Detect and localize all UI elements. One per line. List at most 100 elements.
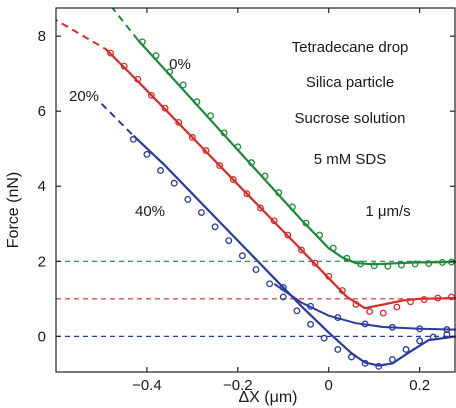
data-point-20pct: [352, 301, 360, 308]
data-point-20pct: [298, 246, 305, 254]
lower-branch-line: [273, 282, 456, 331]
data-point-20pct: [338, 287, 346, 295]
extrapolation-40pct: [100, 102, 135, 137]
lower-branch-point: [388, 323, 396, 331]
annotation-tetradecane: Tetradecane drop: [292, 39, 409, 56]
data-point-40pct: [157, 167, 164, 174]
data-point-40pct: [266, 280, 274, 288]
data-point-0pct: [261, 172, 269, 180]
lower-branch-point: [279, 284, 287, 292]
x-tick-label: 0.2: [409, 377, 430, 394]
data-point-40pct: [429, 333, 437, 341]
data-point-0pct: [152, 52, 160, 60]
y-tick-label: 8: [38, 28, 46, 45]
data-point-20pct: [202, 147, 210, 155]
data-point-20pct: [270, 217, 278, 225]
chart-texts: Force (nN) ΔX (μm) Tetradecane drop Sili…: [5, 39, 411, 406]
data-point-40pct: [348, 353, 355, 361]
data-point-40pct: [184, 195, 192, 203]
data-point-20pct: [148, 91, 155, 99]
data-point-20pct: [161, 104, 169, 112]
data-point-40pct: [225, 237, 233, 245]
data-point-0pct: [357, 260, 364, 268]
data-point-0pct: [425, 260, 433, 268]
data-point-20pct: [311, 259, 319, 267]
plot-content: [56, 8, 456, 370]
data-point-20pct: [175, 119, 183, 126]
data-point-40pct: [170, 179, 178, 187]
data-point-0pct: [207, 112, 214, 120]
data-point-20pct: [366, 308, 374, 316]
data-point-20pct: [393, 303, 401, 311]
data-point-40pct: [238, 252, 246, 260]
data-point-40pct: [402, 346, 410, 353]
data-point-20pct: [107, 49, 114, 57]
data-point-40pct: [416, 337, 424, 345]
data-point-0pct: [448, 258, 455, 266]
series-label-20pct: 20%: [69, 88, 99, 105]
series-label-0pct: 0%: [169, 56, 191, 73]
plot-area: [56, 8, 456, 370]
fit-line-40pct: [132, 134, 456, 367]
annotation-speed: 1 μm/s: [365, 203, 410, 220]
data-point-0pct: [343, 254, 351, 262]
axis-ticks: −0.4 −0.2 0 0.2 0 2 4 6 8: [38, 8, 455, 394]
lower-branch-point: [334, 314, 342, 322]
data-point-0pct: [302, 219, 310, 227]
data-point-0pct: [438, 258, 446, 266]
data-point-40pct: [443, 331, 451, 338]
series-label-40pct: 40%: [135, 203, 165, 220]
data-point-0pct: [220, 129, 228, 137]
data-point-0pct: [138, 38, 146, 46]
axes-frame: [55, 7, 456, 373]
data-point-20pct: [257, 204, 264, 212]
data-point-40pct: [388, 356, 396, 364]
lower-branch-point: [307, 302, 314, 310]
data-point-0pct: [370, 262, 378, 270]
data-point-20pct: [284, 231, 292, 239]
x-tick-label: −0.2: [223, 377, 253, 394]
data-point-40pct: [198, 209, 205, 216]
extrapolation-20pct: [56, 18, 107, 51]
data-point-0pct: [248, 159, 255, 167]
data-point-20pct: [188, 134, 196, 141]
data-point-20pct: [120, 62, 128, 70]
annotation-sds: 5 mM SDS: [314, 151, 387, 168]
data-point-0pct: [411, 260, 419, 268]
data-point-40pct: [252, 266, 260, 274]
data-point-20pct: [134, 75, 142, 83]
data-point-40pct: [307, 320, 314, 328]
data-point-40pct: [361, 359, 369, 367]
data-point-0pct: [398, 261, 405, 269]
fit-line-0pct: [136, 39, 456, 266]
lower-branch-point: [443, 326, 451, 334]
fit-line-20pct: [105, 48, 456, 310]
data-point-40pct: [211, 223, 219, 231]
data-point-0pct: [275, 189, 283, 197]
lower-branch-point: [361, 320, 369, 328]
y-axis-label: Force (nN): [5, 172, 22, 248]
data-point-20pct: [243, 190, 251, 198]
data-point-20pct: [229, 176, 237, 183]
data-point-0pct: [288, 203, 296, 211]
y-tick-label: 6: [38, 103, 46, 120]
y-tick-label: 4: [38, 178, 46, 195]
data-point-0pct: [166, 68, 174, 76]
data-point-40pct: [279, 293, 287, 301]
y-tick-label: 0: [38, 328, 46, 345]
data-point-0pct: [329, 244, 337, 252]
data-point-20pct: [448, 293, 455, 301]
data-point-40pct: [375, 362, 383, 370]
data-point-0pct: [179, 81, 187, 89]
data-point-20pct: [407, 298, 414, 306]
data-point-40pct: [334, 346, 342, 353]
data-point-0pct: [234, 143, 242, 151]
data-point-20pct: [216, 162, 224, 170]
x-tick-label: 0: [325, 377, 333, 394]
data-point-40pct: [143, 150, 151, 158]
data-point-40pct: [320, 334, 328, 342]
extrapolation-0pct: [111, 8, 139, 41]
x-tick-label: −0.4: [132, 377, 162, 394]
data-point-20pct: [434, 294, 442, 302]
